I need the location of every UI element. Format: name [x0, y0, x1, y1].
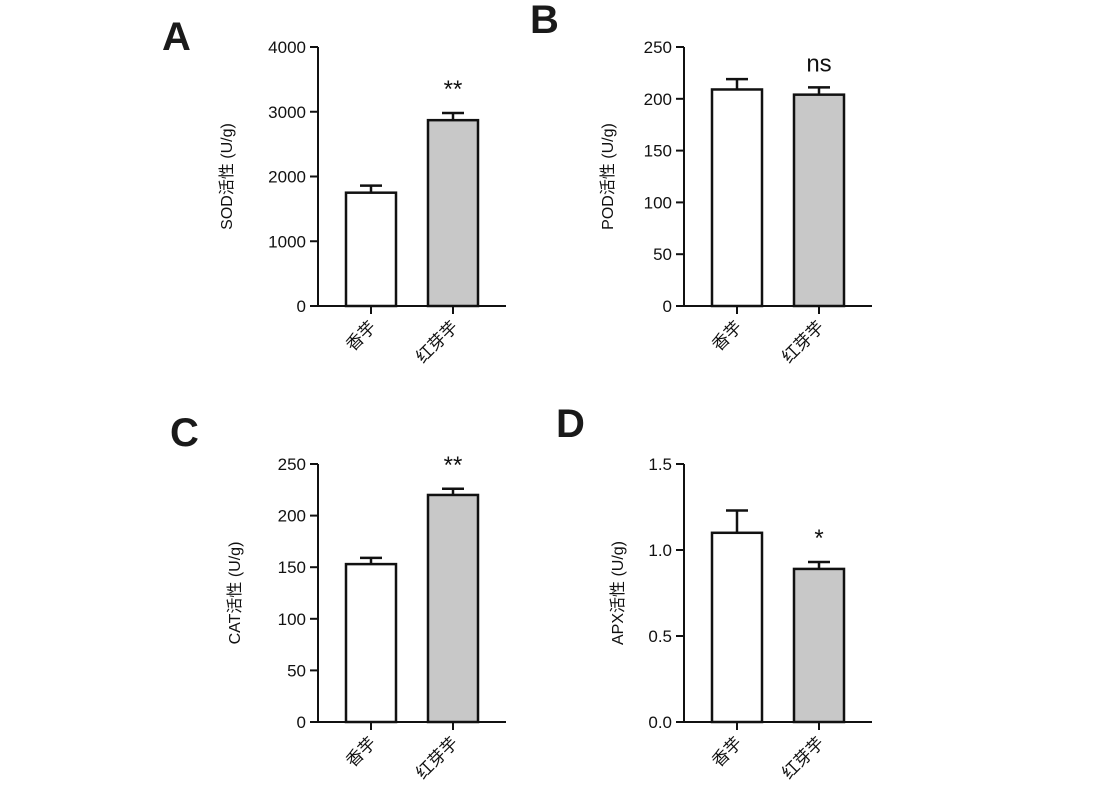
- y-tick-label: 50: [287, 661, 306, 680]
- y-tick-label: 100: [278, 610, 306, 629]
- panel-letter: B: [530, 0, 559, 42]
- y-tick-label: 2000: [268, 168, 306, 187]
- category-label: 香芋: [708, 733, 746, 771]
- y-axis-label: APX活性 (U/g): [609, 541, 627, 645]
- panel-letter: C: [170, 411, 199, 455]
- chart-panel-c: C 0 50 100 150 200 250 CAT活性 (U/g) 香芋 红芽芋 **: [170, 411, 506, 784]
- category-label: 红芽芋: [778, 733, 828, 783]
- y-tick-label: 250: [644, 38, 672, 57]
- y-tick-label: 0.0: [648, 713, 672, 732]
- y-tick-label: 1000: [268, 232, 306, 251]
- y-tick-label: 50: [653, 245, 672, 264]
- y-tick-label: 3000: [268, 103, 306, 122]
- category-label: 香芋: [708, 317, 746, 355]
- bar-1: [344, 562, 398, 724]
- panel-letter: D: [556, 402, 585, 446]
- chart-panel-d: D 0.0 0.5 1.0 1.5 APX活性 (U/g) 香芋 红芽芋 *: [556, 402, 872, 784]
- y-tick-label: 200: [278, 507, 306, 526]
- y-tick-label: 0: [663, 297, 672, 316]
- bar-2: [792, 93, 846, 308]
- category-label: 红芽芋: [778, 317, 828, 367]
- panel-letter: A: [162, 15, 191, 59]
- bar-2: [792, 567, 846, 724]
- significance-label: **: [444, 76, 463, 103]
- y-tick-label: 100: [644, 193, 672, 212]
- y-axis-label: CAT活性 (U/g): [226, 542, 244, 645]
- y-axis-label: SOD活性 (U/g): [218, 123, 236, 230]
- y-tick-label: 200: [644, 90, 672, 109]
- y-tick-label: 150: [644, 142, 672, 161]
- significance-label: *: [814, 525, 823, 552]
- category-label: 香芋: [342, 733, 380, 771]
- y-tick-label: 0.5: [648, 627, 672, 646]
- significance-label: **: [444, 452, 463, 479]
- significance-label: ns: [806, 50, 831, 77]
- bar-2: [426, 118, 480, 308]
- category-label: 红芽芋: [412, 733, 462, 783]
- y-axis-label: POD活性 (U/g): [599, 123, 617, 230]
- y-tick-label: 0: [297, 713, 306, 732]
- y-tick-label: 1.0: [648, 541, 672, 560]
- chart-panel-a: A 0 1000 2000 3000 4000 SOD活性 (U/g) 香芋 红芽芋 **: [162, 15, 506, 368]
- bar-2: [426, 493, 480, 724]
- category-label: 红芽芋: [412, 317, 462, 367]
- bar-1: [710, 531, 764, 724]
- chart-panel-b: B 0 50 100 150 200 250 POD活性 (U/g) 香芋 红芽芋 ns: [530, 0, 872, 368]
- y-tick-label: 1.5: [648, 455, 672, 474]
- y-tick-label: 0: [297, 297, 306, 316]
- y-tick-label: 4000: [268, 38, 306, 57]
- bar-1: [710, 88, 764, 308]
- y-tick-label: 150: [278, 558, 306, 577]
- bar-1: [344, 191, 398, 308]
- category-label: 香芋: [342, 317, 380, 355]
- y-tick-label: 250: [278, 455, 306, 474]
